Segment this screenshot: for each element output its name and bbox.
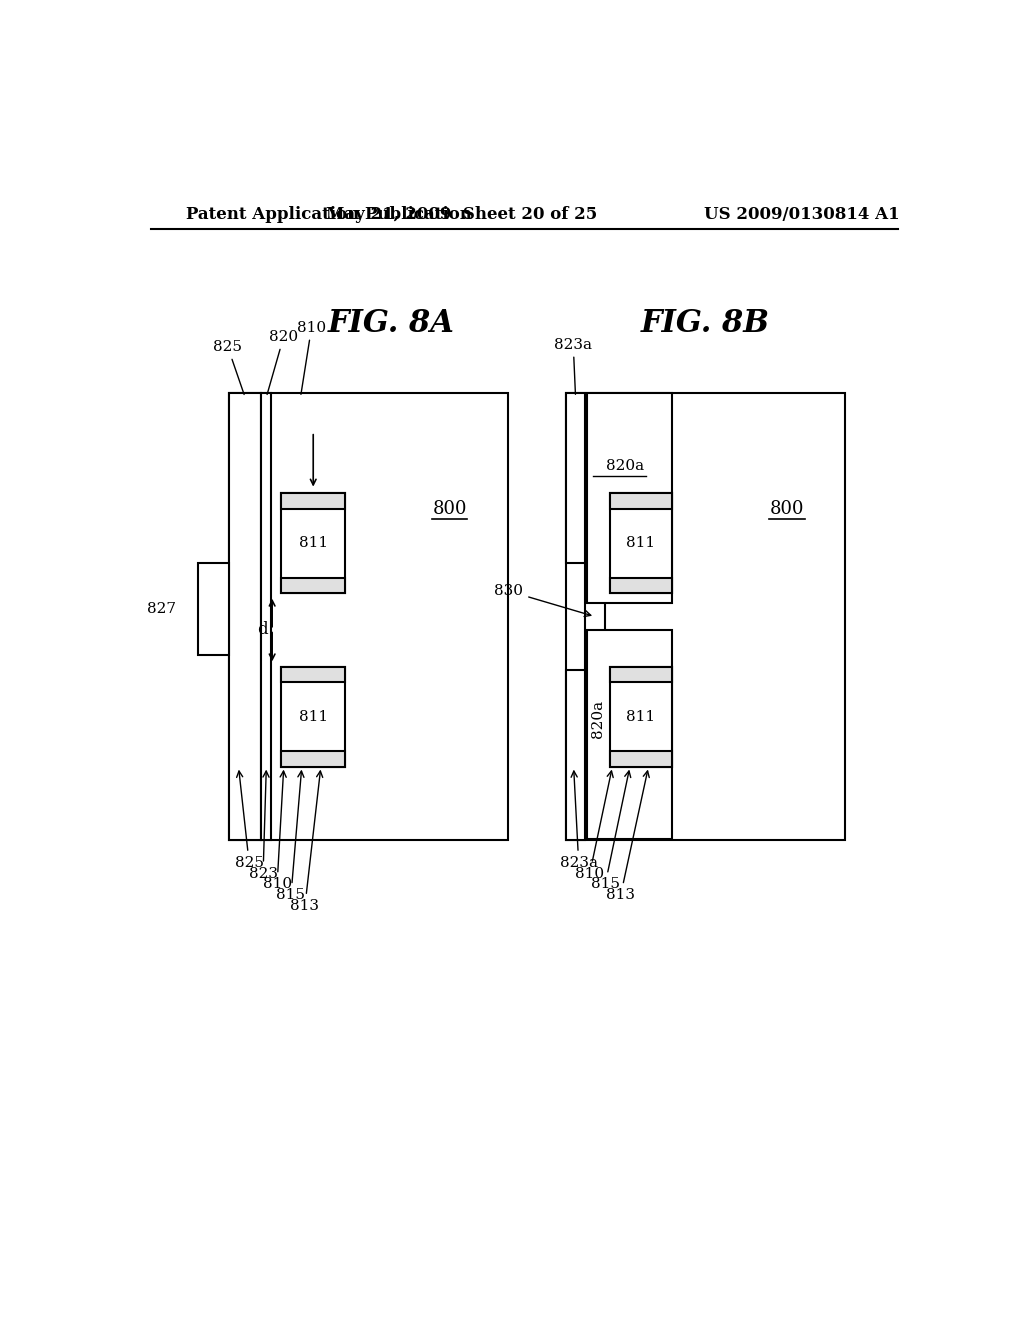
- Text: 800: 800: [769, 500, 804, 517]
- Text: 830: 830: [495, 585, 591, 616]
- Bar: [587, 630, 672, 840]
- Text: 823a: 823a: [560, 771, 598, 870]
- Bar: [282, 667, 345, 767]
- Text: 815: 815: [591, 771, 631, 891]
- Bar: [282, 751, 345, 767]
- Text: 813: 813: [606, 771, 649, 902]
- Text: 810: 810: [262, 771, 292, 891]
- Bar: [566, 393, 845, 840]
- Bar: [586, 562, 604, 671]
- Bar: [610, 494, 672, 508]
- Text: 823a: 823a: [554, 338, 592, 395]
- Text: 811: 811: [627, 536, 655, 550]
- Bar: [198, 562, 228, 655]
- Text: 813: 813: [291, 771, 323, 913]
- Text: 810: 810: [297, 321, 326, 395]
- Bar: [228, 393, 508, 840]
- Text: 825: 825: [213, 341, 244, 395]
- Text: May 21, 2009  Sheet 20 of 25: May 21, 2009 Sheet 20 of 25: [326, 206, 597, 223]
- Bar: [610, 578, 672, 594]
- Text: FIG. 8A: FIG. 8A: [328, 309, 455, 339]
- Text: 815: 815: [276, 771, 305, 902]
- Bar: [587, 393, 672, 603]
- Text: US 2009/0130814 A1: US 2009/0130814 A1: [705, 206, 900, 223]
- Bar: [610, 751, 672, 767]
- Text: 810: 810: [575, 771, 613, 880]
- Bar: [282, 494, 345, 594]
- Bar: [228, 393, 261, 840]
- Text: 820a: 820a: [606, 459, 644, 474]
- Text: Patent Application Publication: Patent Application Publication: [186, 206, 472, 223]
- Bar: [261, 393, 271, 840]
- Text: 820a: 820a: [591, 700, 604, 738]
- Text: 823: 823: [249, 771, 278, 880]
- Text: 825: 825: [234, 771, 263, 870]
- Text: 811: 811: [299, 710, 328, 723]
- Text: 827: 827: [147, 602, 176, 616]
- Bar: [282, 494, 345, 508]
- Bar: [610, 494, 672, 594]
- Bar: [566, 671, 586, 840]
- Text: 820: 820: [267, 330, 298, 395]
- Text: 811: 811: [627, 710, 655, 723]
- Text: 811: 811: [299, 536, 328, 550]
- Text: FIG. 8B: FIG. 8B: [641, 309, 770, 339]
- Bar: [610, 667, 672, 682]
- Bar: [282, 667, 345, 682]
- Text: 800: 800: [432, 500, 467, 517]
- Bar: [566, 393, 586, 562]
- Bar: [610, 667, 672, 767]
- Text: d: d: [257, 622, 267, 638]
- Bar: [282, 578, 345, 594]
